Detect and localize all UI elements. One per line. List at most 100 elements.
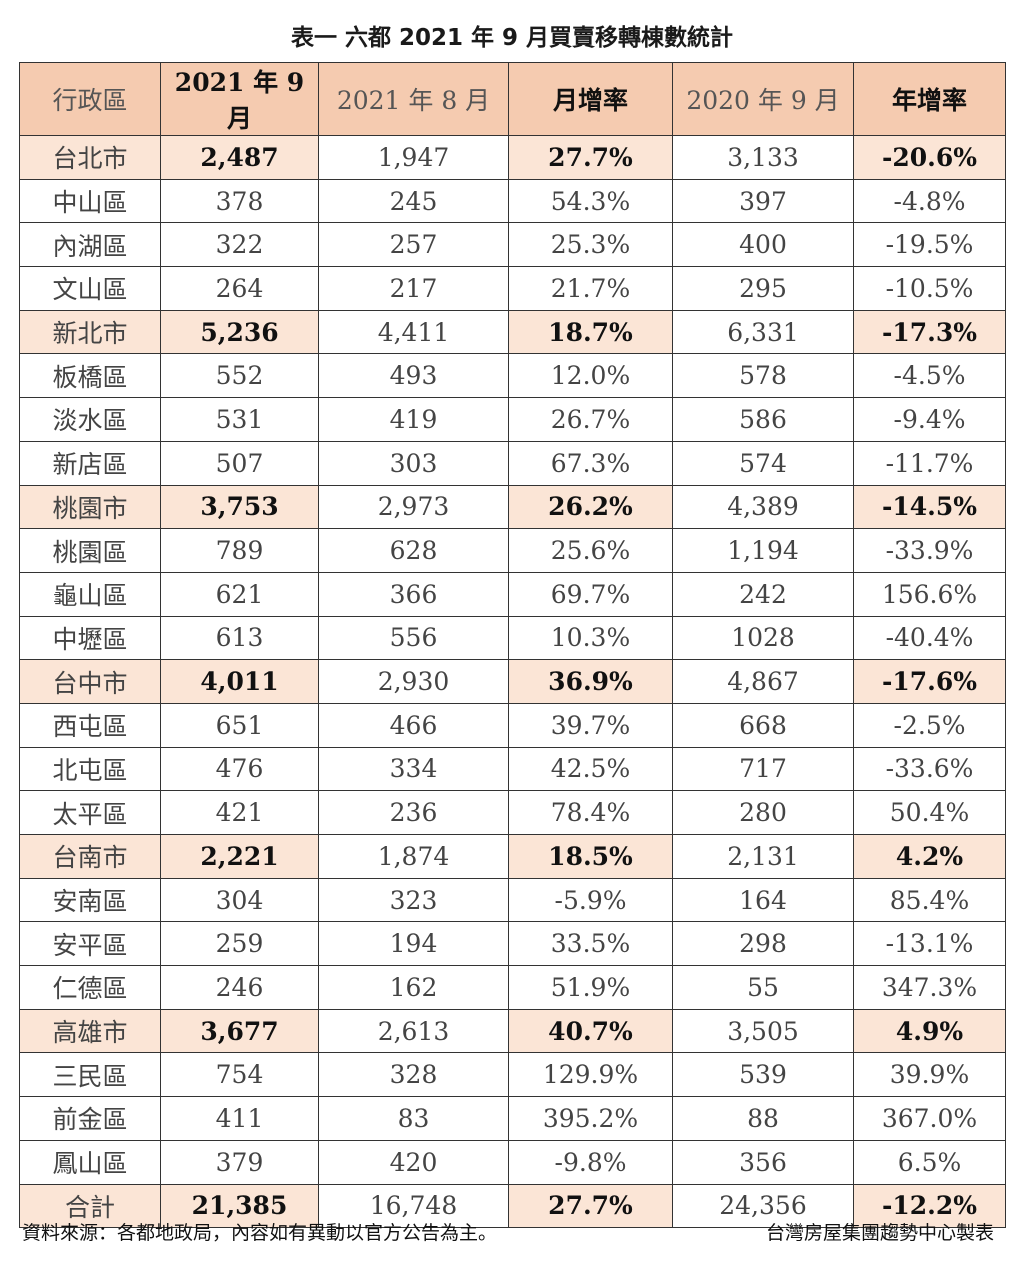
- sep-2020-cell: 400: [672, 222, 854, 268]
- sep-2021-cell: 531: [160, 397, 319, 442]
- district-row: 前金區 411 83 395.2% 88 367.0%: [19, 1096, 1006, 1141]
- aug-2021-cell: 217: [318, 266, 509, 311]
- aug-2021-cell: 162: [318, 965, 509, 1010]
- yoy-growth-cell: 50.4%: [853, 790, 1006, 835]
- yoy-growth-cell: 4.9%: [853, 1008, 1006, 1054]
- district-cell: 新店區: [19, 440, 161, 486]
- aug-2021-cell: 4,411: [318, 309, 509, 355]
- mom-growth-cell: 12.0%: [508, 353, 673, 399]
- yoy-growth-cell: -12.2%: [853, 1183, 1006, 1229]
- sep-2020-cell: 2,131: [672, 834, 854, 879]
- yoy-growth-cell: -17.6%: [853, 659, 1006, 704]
- sep-2020-cell: 397: [672, 178, 854, 224]
- sep-2021-cell: 379: [160, 1139, 319, 1185]
- district-row: 仁德區 246 162 51.9% 55 347.3%: [19, 965, 1006, 1010]
- aug-2021-cell: 245: [318, 178, 509, 224]
- mom-growth-cell: 129.9%: [508, 1052, 673, 1098]
- sep-2021-cell: 3,677: [160, 1008, 319, 1054]
- yoy-growth-cell: 85.4%: [853, 877, 1006, 923]
- mom-growth-cell: 18.5%: [508, 834, 673, 879]
- yoy-growth-cell: -9.4%: [853, 397, 1006, 442]
- mom-growth-cell: 27.7%: [508, 135, 673, 180]
- aug-2021-cell: 83: [318, 1096, 509, 1141]
- yoy-growth-cell: -10.5%: [853, 266, 1006, 311]
- district-row: 太平區 421 236 78.4% 280 50.4%: [19, 790, 1006, 835]
- aug-2021-cell: 334: [318, 746, 509, 792]
- district-row: 淡水區 531 419 26.7% 586 -9.4%: [19, 397, 1006, 442]
- mom-growth-cell: 42.5%: [508, 746, 673, 792]
- mom-growth-cell: 26.7%: [508, 397, 673, 442]
- district-cell: 北屯區: [19, 746, 161, 792]
- table-header-row: 行政區 2021 年 9 月 2021 年 8 月 月增率 2020 年 9 月…: [19, 62, 1006, 136]
- city-row: 桃園市 3,753 2,973 26.2% 4,389 -14.5%: [19, 484, 1006, 530]
- sep-2020-cell: 55: [672, 965, 854, 1010]
- mom-growth-cell: 10.3%: [508, 615, 673, 661]
- district-row: 中壢區 613 556 10.3% 1028 -40.4%: [19, 615, 1006, 661]
- district-row: 西屯區 651 466 39.7% 668 -2.5%: [19, 702, 1006, 748]
- header-sep-2020: 2020 年 9 月: [672, 62, 854, 136]
- yoy-growth-cell: 347.3%: [853, 965, 1006, 1010]
- district-cell: 鳳山區: [19, 1139, 161, 1185]
- aug-2021-cell: 303: [318, 440, 509, 486]
- sep-2021-cell: 378: [160, 178, 319, 224]
- yoy-growth-cell: -2.5%: [853, 702, 1006, 748]
- district-cell: 西屯區: [19, 702, 161, 748]
- mom-growth-cell: 33.5%: [508, 921, 673, 967]
- sep-2020-cell: 668: [672, 702, 854, 748]
- district-row: 鳳山區 379 420 -9.8% 356 6.5%: [19, 1139, 1006, 1185]
- sep-2021-cell: 2,221: [160, 834, 319, 879]
- sep-2021-cell: 421: [160, 790, 319, 835]
- sep-2020-cell: 295: [672, 266, 854, 311]
- district-cell: 桃園區: [19, 528, 161, 573]
- sep-2020-cell: 4,389: [672, 484, 854, 530]
- aug-2021-cell: 1,874: [318, 834, 509, 879]
- yoy-growth-cell: -17.3%: [853, 309, 1006, 355]
- mom-growth-cell: 18.7%: [508, 309, 673, 355]
- sep-2020-cell: 280: [672, 790, 854, 835]
- sep-2020-cell: 164: [672, 877, 854, 923]
- aug-2021-cell: 16,748: [318, 1183, 509, 1229]
- yoy-growth-cell: 6.5%: [853, 1139, 1006, 1185]
- mom-growth-cell: 25.6%: [508, 528, 673, 573]
- district-cell: 板橋區: [19, 353, 161, 399]
- district-cell: 台南市: [19, 834, 161, 879]
- district-row: 新店區 507 303 67.3% 574 -11.7%: [19, 440, 1006, 486]
- table-title: 表一 六都 2021 年 9 月買賣移轉棟數統計: [290, 25, 734, 51]
- mom-growth-cell: 26.2%: [508, 484, 673, 530]
- yoy-growth-cell: 367.0%: [853, 1096, 1006, 1141]
- yoy-growth-cell: -4.5%: [853, 353, 1006, 399]
- mom-growth-cell: -5.9%: [508, 877, 673, 923]
- aug-2021-cell: 328: [318, 1052, 509, 1098]
- sep-2021-cell: 613: [160, 615, 319, 661]
- header-mom-growth: 月增率: [508, 62, 673, 136]
- yoy-growth-cell: -40.4%: [853, 615, 1006, 661]
- mom-growth-cell: 39.7%: [508, 702, 673, 748]
- header-district: 行政區: [19, 62, 161, 136]
- district-cell: 龜山區: [19, 571, 161, 617]
- district-cell: 安南區: [19, 877, 161, 923]
- aug-2021-cell: 1,947: [318, 135, 509, 180]
- mom-growth-cell: -9.8%: [508, 1139, 673, 1185]
- sep-2021-cell: 4,011: [160, 659, 319, 704]
- sep-2021-cell: 3,753: [160, 484, 319, 530]
- yoy-growth-cell: -14.5%: [853, 484, 1006, 530]
- aug-2021-cell: 2,930: [318, 659, 509, 704]
- district-row: 文山區 264 217 21.7% 295 -10.5%: [19, 266, 1006, 311]
- sep-2021-cell: 322: [160, 222, 319, 268]
- header-sep-2021: 2021 年 9 月: [160, 62, 319, 136]
- yoy-growth-cell: -19.5%: [853, 222, 1006, 268]
- district-cell: 仁德區: [19, 965, 161, 1010]
- source-note: 資料來源：各都地政局，內容如有異動以官方公告為主。: [22, 1222, 498, 1244]
- district-cell: 中壢區: [19, 615, 161, 661]
- district-row: 中山區 378 245 54.3% 397 -4.8%: [19, 178, 1006, 224]
- city-row: 高雄市 3,677 2,613 40.7% 3,505 4.9%: [19, 1008, 1006, 1054]
- sep-2020-cell: 6,331: [672, 309, 854, 355]
- sep-2020-cell: 1028: [672, 615, 854, 661]
- aug-2021-cell: 323: [318, 877, 509, 923]
- yoy-growth-cell: 156.6%: [853, 571, 1006, 617]
- aug-2021-cell: 419: [318, 397, 509, 442]
- sep-2021-cell: 304: [160, 877, 319, 923]
- yoy-growth-cell: -13.1%: [853, 921, 1006, 967]
- mom-growth-cell: 69.7%: [508, 571, 673, 617]
- sep-2021-cell: 552: [160, 353, 319, 399]
